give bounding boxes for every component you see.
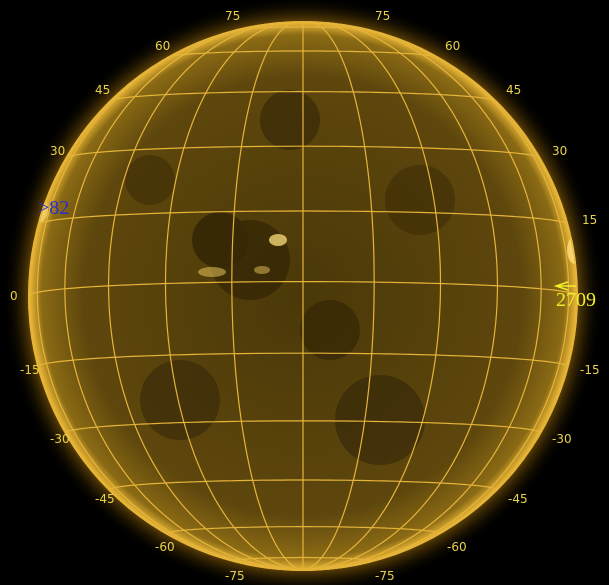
lat-label-neg15-right: -15 <box>580 363 600 377</box>
longitude-line <box>302 21 375 571</box>
lat-label-neg75-left: -75 <box>225 569 245 583</box>
longitude-line <box>302 21 499 571</box>
lat-label-45-left: 45 <box>95 83 110 97</box>
longitude-line <box>302 26 570 571</box>
longitude-line <box>231 21 304 571</box>
lat-label-60-left: 60 <box>155 39 170 53</box>
lat-label-neg75-right: -75 <box>375 569 395 583</box>
region-label-82: >82 <box>38 197 69 219</box>
lat-label-30-left: 30 <box>50 144 65 158</box>
lat-label-30-right: 30 <box>552 144 567 158</box>
lat-label-60-right: 60 <box>445 39 460 53</box>
surface-texture <box>125 90 455 465</box>
longitude-line <box>36 26 304 571</box>
lat-label-neg15-left: -15 <box>20 363 40 377</box>
lat-label-75-left: 75 <box>225 9 240 23</box>
grid-labels: 75 75 60 60 45 45 30 30 15 0 -15 -15 -30… <box>10 9 600 583</box>
region-label-2709: 2709 <box>556 289 596 311</box>
lat-label-neg60-left: -60 <box>155 540 175 554</box>
lat-label-neg60-right: -60 <box>447 540 467 554</box>
lat-label-0-left: 0 <box>10 289 18 303</box>
region-arrow-2709-icon <box>553 281 576 291</box>
lat-label-75-right: 75 <box>375 9 390 23</box>
active-region-labels: >82 2709 <box>38 197 596 311</box>
lat-label-neg45-left: -45 <box>95 492 115 506</box>
lat-label-neg30-left: -30 <box>50 432 70 446</box>
lat-label-45-right: 45 <box>506 83 521 97</box>
longitude-line <box>28 295 304 571</box>
heliographic-grid <box>28 21 578 571</box>
longitude-line <box>302 21 442 571</box>
longitude-line <box>302 295 578 571</box>
lat-label-15-right: 15 <box>582 213 597 227</box>
longitude-line <box>64 21 304 571</box>
longitude-line <box>107 21 304 571</box>
lat-label-neg30-right: -30 <box>552 432 572 446</box>
lat-label-neg45-right: -45 <box>508 492 528 506</box>
longitude-line <box>302 21 542 571</box>
disk-limb-line <box>28 21 578 571</box>
longitude-line <box>164 21 304 571</box>
